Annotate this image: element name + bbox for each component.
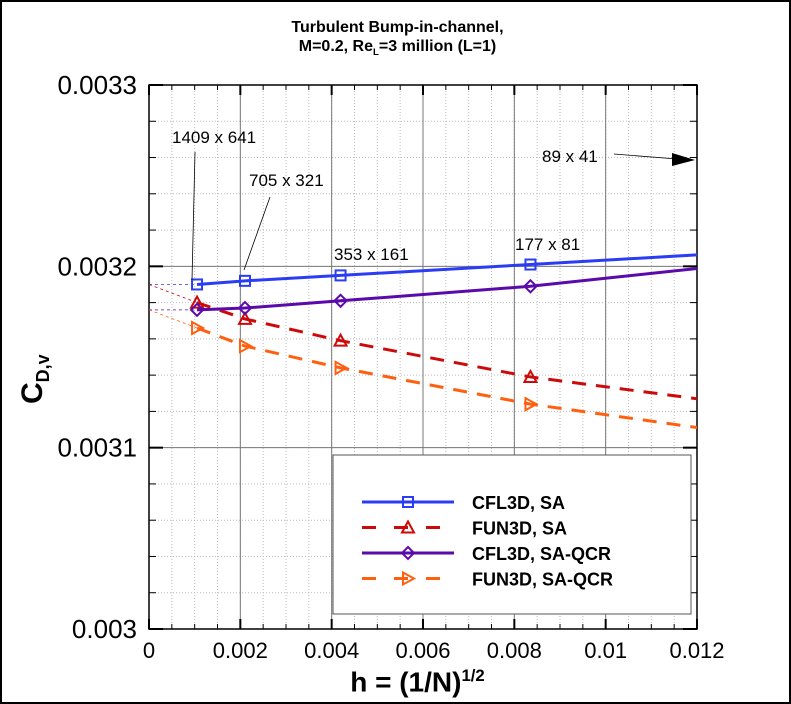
grid-size-annotation: 353 x 161 [334,245,409,264]
annotation-leader-line [243,196,271,271]
data-point-square [402,496,414,508]
x-axis-label: h = (1/N)1/2 [350,666,485,698]
y-tick-label: 0.003 [72,614,137,644]
data-point-triangle [400,519,416,534]
extrapolation-line [149,284,198,303]
x-tick-label: 0.01 [584,638,627,663]
data-point-square [334,269,347,282]
data-point-square [191,278,204,291]
annotation-leader-line [191,151,196,281]
data-point-triangle-right [524,396,539,412]
x-tick-label: 0.008 [487,638,542,663]
y-tick-label: 0.0032 [57,251,137,281]
legend-label: FUN3D, SA-QCR [472,570,613,590]
x-tick-label: 0.004 [304,638,359,663]
data-point-square [524,258,537,271]
grid-size-annotation: 89 x 41 [542,147,598,166]
data-point-triangle-right [334,360,349,376]
series-line [196,253,697,286]
data-point-triangle [332,332,349,347]
legend-box [332,454,692,615]
series-line [196,267,697,312]
data-point-triangle [237,310,253,325]
y-tick-label: 0.0033 [57,70,137,100]
y-tick-label: 0.0031 [57,433,137,463]
data-point-square [238,274,251,287]
x-tick-label: 0.012 [669,638,724,663]
data-point-triangle-right [402,570,417,587]
legend-label: FUN3D, SA [472,519,567,539]
chart-title: Turbulent Bump-in-channel, M=0.2, ReL=3 … [2,18,789,62]
grid-size-annotation: 705 x 321 [249,171,324,190]
data-point-diamond [523,278,538,294]
title-line-2: M=0.2, ReL=3 million (L=1) [298,38,497,59]
x-tick-label: 0 [143,638,155,663]
grid-size-annotation: 177 x 81 [515,235,580,254]
grid-size-annotation: 1409 x 641 [172,128,256,147]
legend-label: CFL3D, SA [472,493,565,513]
legend-label: CFL3D, SA-QCR [472,544,611,564]
data-point-triangle [522,368,539,383]
data-point-triangle-right [191,320,206,336]
data-point-diamond [189,302,205,318]
extrapolation-line [149,309,198,329]
data-point-diamond [333,293,348,309]
x-tick-label: 0.002 [213,638,268,663]
series-line [196,326,697,430]
x-tick-label: 0.006 [395,638,450,663]
data-point-triangle [189,294,205,309]
y-axis-label: CD,v [16,354,53,404]
series-group [149,253,697,430]
arrowhead-icon [672,153,695,166]
series-line [196,301,697,401]
data-point-diamond [400,545,416,561]
title-line-1: Turbulent Bump-in-channel, [291,19,504,36]
data-point-triangle-right [238,338,254,354]
data-point-diamond [237,300,253,316]
annotation-arrow-line [613,153,678,160]
